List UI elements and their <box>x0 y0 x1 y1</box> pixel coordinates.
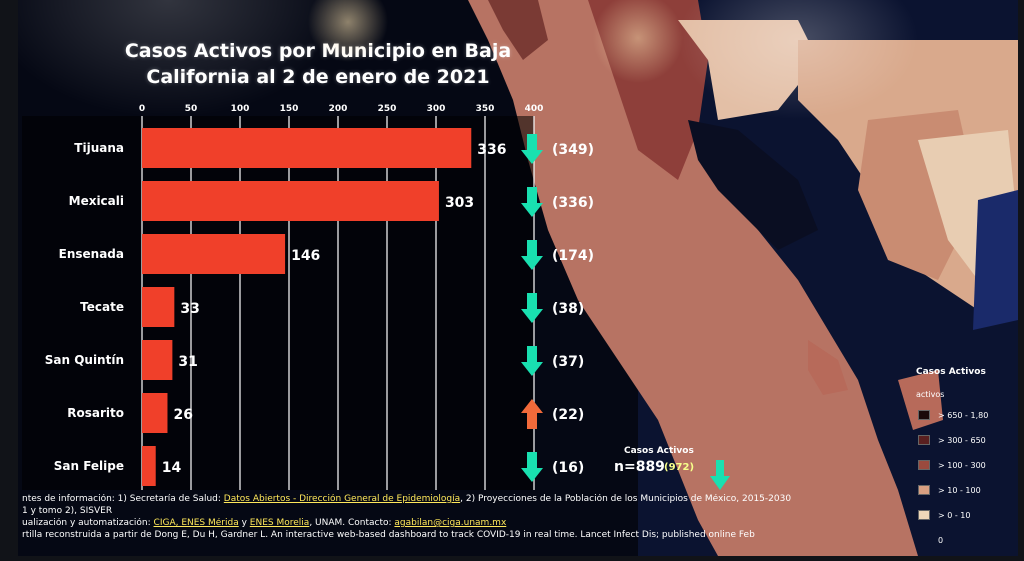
legend-label: > 100 - 300 <box>938 460 986 470</box>
previous-value-label: (174) <box>552 248 594 264</box>
legend-title: Casos Activos <box>916 367 986 377</box>
previous-value-label: (336) <box>552 195 594 211</box>
source-text: y <box>238 518 250 528</box>
legend-label: > 10 - 100 <box>938 485 981 495</box>
source-line-3: ualización y automatización: CIGA, ENES … <box>22 518 822 528</box>
presentation-screen: Casos Activos por Municipio en Baja Cali… <box>18 0 1018 556</box>
previous-value-label: (349) <box>552 142 594 158</box>
source-line-2: 1 y tomo 2), SISVER <box>22 506 822 516</box>
previous-value-label: (38) <box>552 301 584 317</box>
source-line-4: rtilla reconstruida a partir de Dong E, … <box>22 530 822 540</box>
source-text: ualización y automatización: <box>22 518 154 528</box>
previous-value-label: (22) <box>552 407 584 423</box>
legend-swatch <box>918 410 930 420</box>
value-label: 146 <box>291 248 320 264</box>
legend-label: > 650 - 1,80 <box>938 410 989 420</box>
value-label: 336 <box>477 142 506 158</box>
x-tick-label: 250 <box>378 104 397 114</box>
source-link-enes-morelia[interactable]: ENES Morelia <box>249 518 310 528</box>
category-label: Rosarito <box>67 406 124 420</box>
legend-zero-label: 0 <box>938 536 944 545</box>
category-label: Tecate <box>80 300 124 314</box>
legend-item: > 100 - 300 <box>918 459 986 471</box>
source-text: rtilla reconstruida a partir de Dong E, … <box>22 530 755 540</box>
x-tick-label: 300 <box>427 104 446 114</box>
totals-previous: (972) <box>664 462 695 473</box>
bar <box>142 287 175 327</box>
category-label: Ensenada <box>59 247 124 261</box>
x-tick-label: 0 <box>139 104 145 114</box>
bar-chart: 0 50 100 150 200 250 300 350 400 Tijuana Mexicali… <box>22 104 594 490</box>
bar <box>142 128 472 168</box>
x-tick-label: 350 <box>476 104 495 114</box>
x-tick-label: 200 <box>329 104 348 114</box>
totals-value: n=889 <box>614 459 665 475</box>
totals-arrow-down-icon <box>710 460 730 490</box>
legend-item: > 10 - 100 <box>918 484 981 496</box>
category-label: San Felipe <box>54 459 124 473</box>
value-label: 31 <box>178 354 197 370</box>
legend-swatch <box>918 510 930 520</box>
value-label: 33 <box>180 301 199 317</box>
legend-item: > 650 - 1,80 <box>918 409 988 421</box>
bar <box>142 340 173 380</box>
totals-label: Casos Activos <box>624 446 694 456</box>
source-text: , 2) Proyecciones de la Población de los… <box>460 494 792 504</box>
legend-swatch <box>918 435 930 445</box>
bar <box>142 234 286 274</box>
x-tick-label: 100 <box>231 104 250 114</box>
legend-subtitle: activos <box>916 390 945 399</box>
value-label: 26 <box>173 407 192 423</box>
legend-swatch <box>918 460 930 470</box>
source-line-1: ntes de información: 1) Secretaría de Sa… <box>22 494 822 504</box>
legend-swatch <box>918 485 930 495</box>
category-label: San Quintín <box>45 353 124 367</box>
bar <box>142 393 168 433</box>
category-label: Mexicali <box>69 194 124 208</box>
legend-item: > 300 - 650 <box>918 434 986 446</box>
legend-item: > 0 - 10 <box>918 509 971 521</box>
category-label: Tijuana <box>74 141 124 155</box>
x-tick-label: 50 <box>185 104 198 114</box>
previous-value-label: (37) <box>552 354 584 370</box>
previous-value-label: (16) <box>552 460 584 476</box>
legend-label: > 300 - 650 <box>938 435 986 445</box>
legend-label: > 0 - 10 <box>938 510 971 520</box>
value-label: 14 <box>162 460 182 476</box>
source-text: 1 y tomo 2), SISVER <box>22 506 113 516</box>
source-link-email[interactable]: agabilan@ciga.unam.mx <box>394 518 507 528</box>
previous-values: (349) (336) (174) (38) (37) (22) (16) <box>552 142 594 476</box>
x-tick-label: 150 <box>280 104 299 114</box>
source-link-datos-abiertos[interactable]: Datos Abiertos - Dirección General de Ep… <box>223 494 461 504</box>
value-label: 303 <box>445 195 474 211</box>
source-text: , UNAM. Contacto: <box>309 518 395 528</box>
source-text: ntes de información: 1) Secretaría de Sa… <box>22 494 224 504</box>
bar <box>142 446 156 486</box>
x-axis-ticks: 0 50 100 150 200 250 300 350 400 <box>139 104 544 114</box>
source-link-ciga[interactable]: CIGA, ENES Mérida <box>153 518 239 528</box>
bar <box>142 181 439 221</box>
x-tick-label: 400 <box>525 104 544 114</box>
